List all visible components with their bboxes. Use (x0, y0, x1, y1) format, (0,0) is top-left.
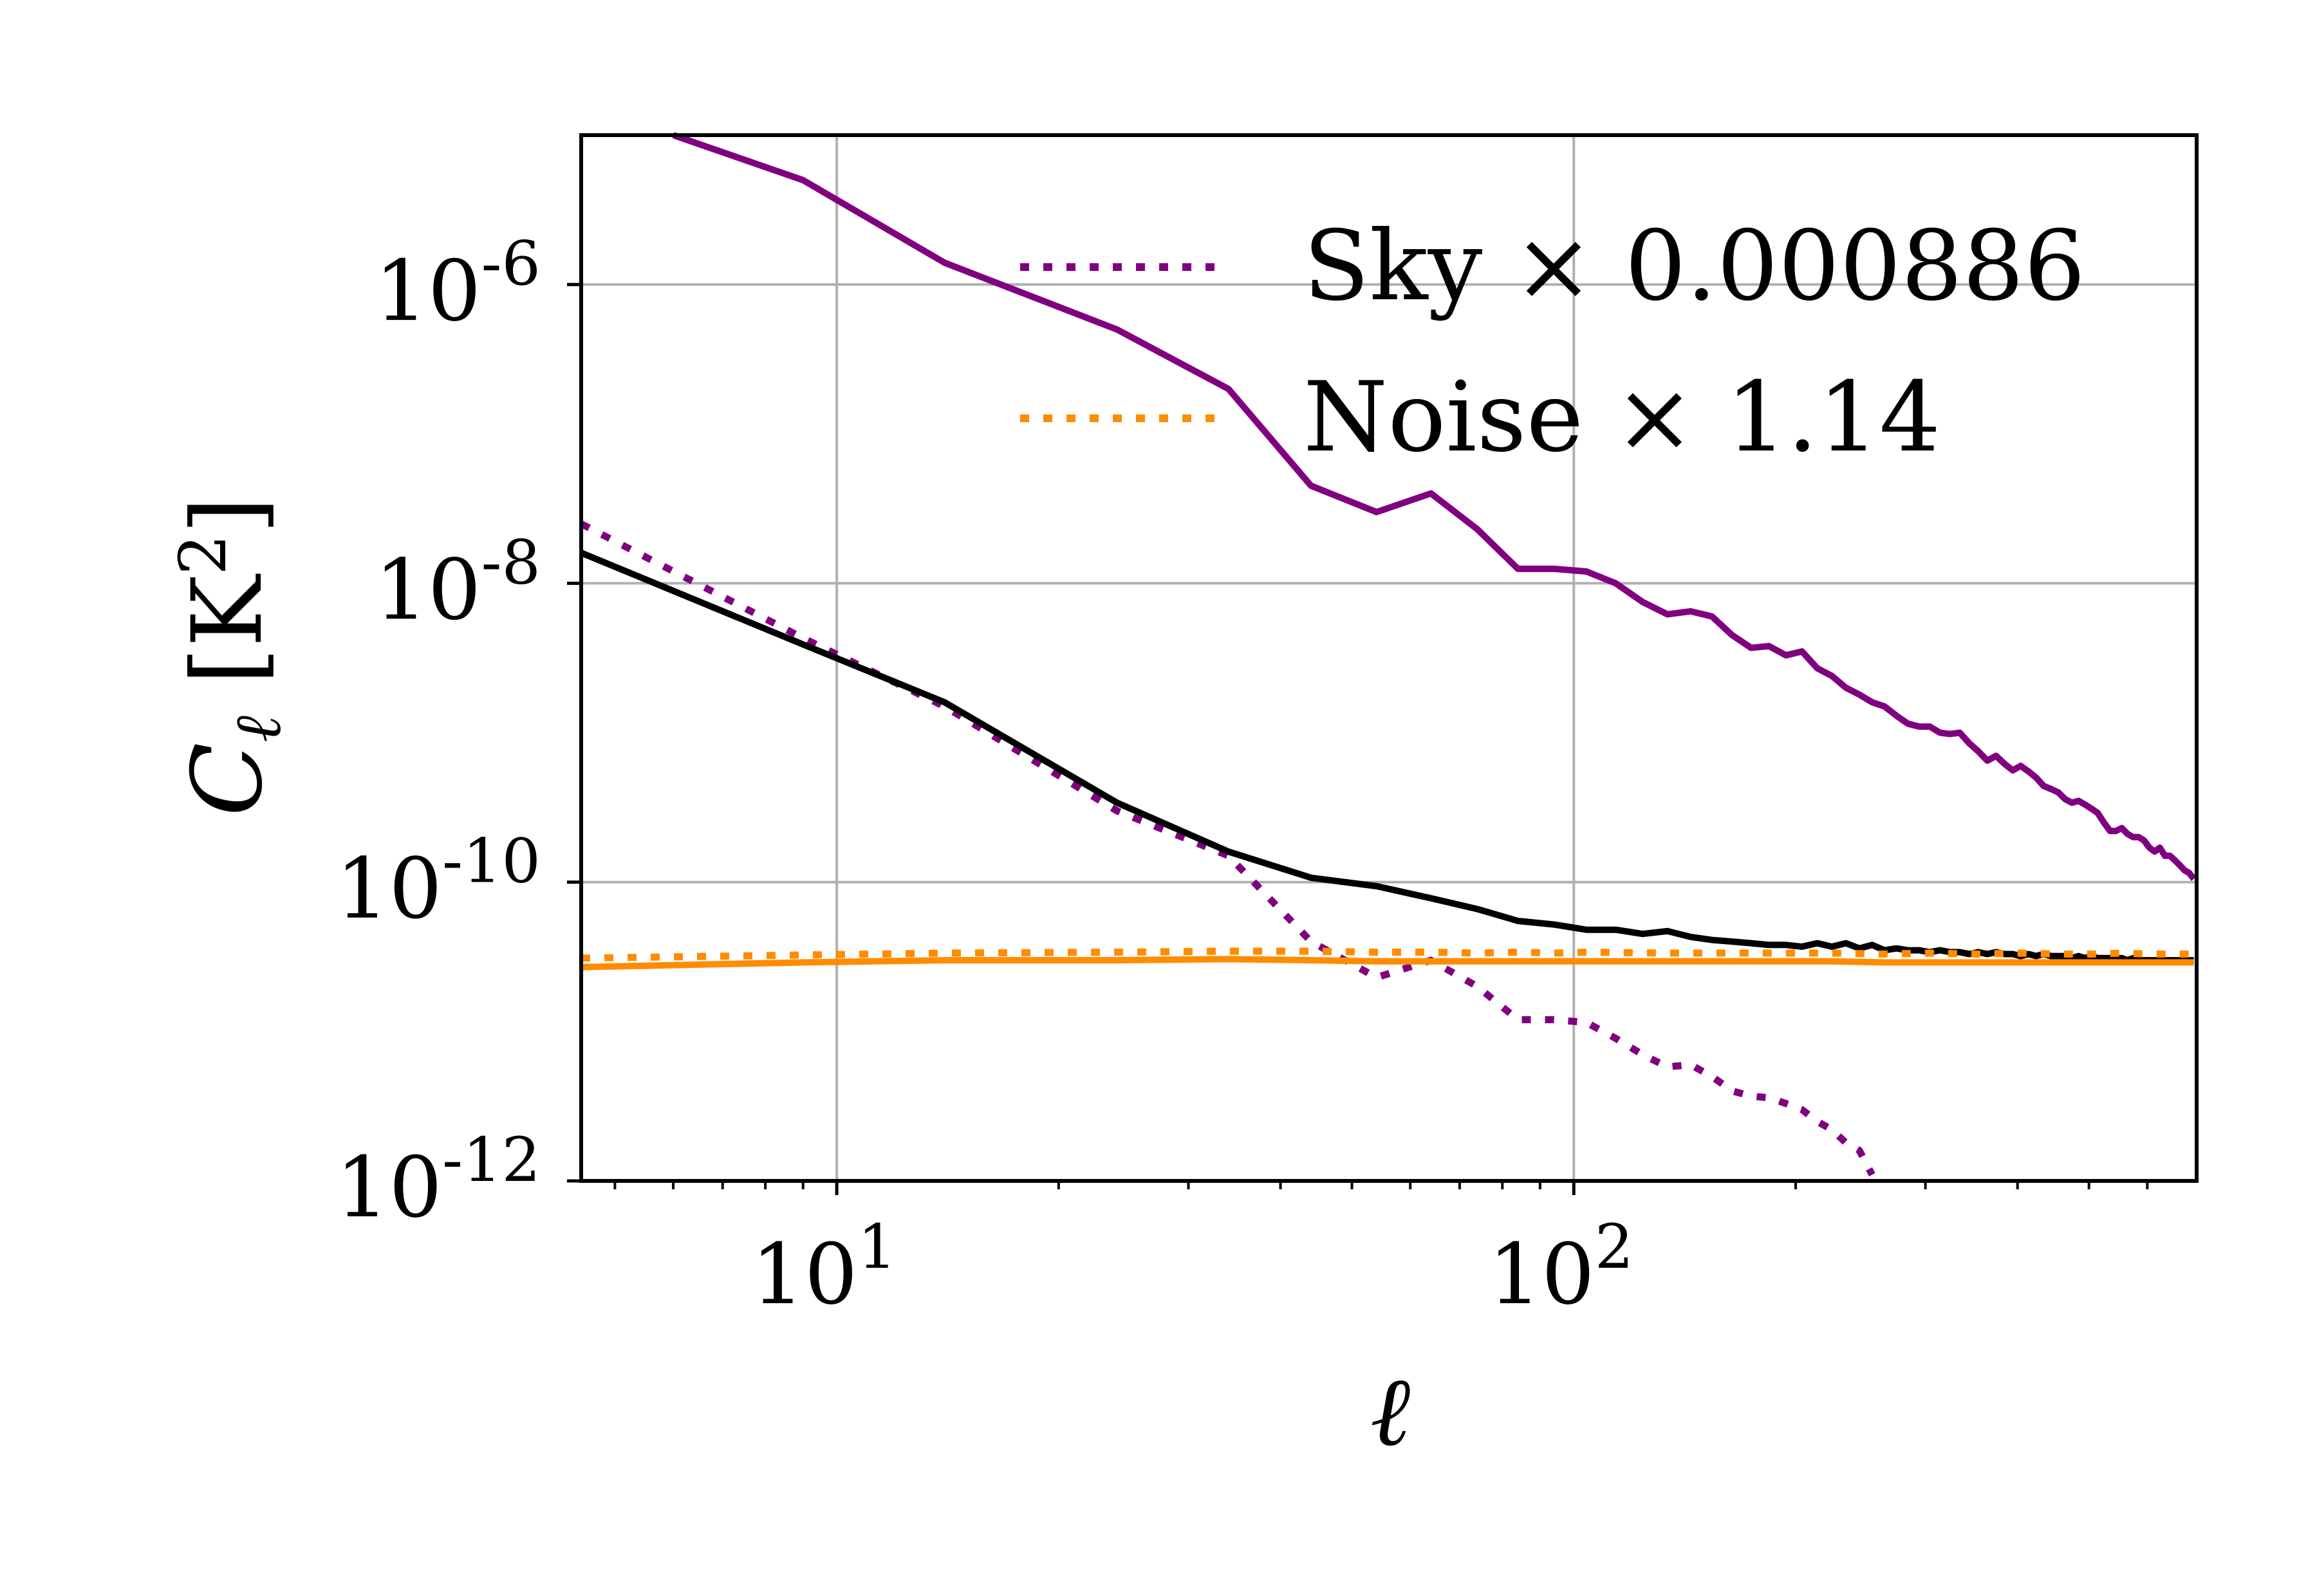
dotted-series-line (581, 947, 2194, 962)
plot-frame (579, 133, 2199, 1183)
x-tick-label: 101 (751, 1212, 897, 1323)
x-axis-label: ℓ (1370, 1356, 1410, 1468)
axis-ticks: 101 102 10-6 10-8 10-10 10-12 (336, 228, 2149, 1323)
y-tick-label: 10-8 (375, 527, 541, 638)
y-axis-label: Cℓ [K2] (165, 497, 295, 817)
legend-label: Noise × 1.14 (1303, 362, 1940, 474)
solid-series-line (580, 550, 2194, 964)
y-tick-label: 10-6 (375, 228, 541, 340)
y-tick-label: 10-12 (336, 1125, 541, 1236)
y-tick-label: 10-10 (336, 826, 541, 938)
y-axis-label-text: Cℓ [K2] (165, 497, 295, 817)
x-tick-label: 102 (1488, 1212, 1633, 1323)
solid-series-line (672, 132, 2197, 881)
dotted-series-line (579, 521, 1875, 1176)
legend-label: Sky × 0.000886 (1303, 210, 2085, 322)
legend: Sky × 0.000886 Noise × 1.14 (1020, 210, 2085, 474)
solid-series-line (581, 956, 2194, 970)
data-series (579, 132, 2197, 1176)
